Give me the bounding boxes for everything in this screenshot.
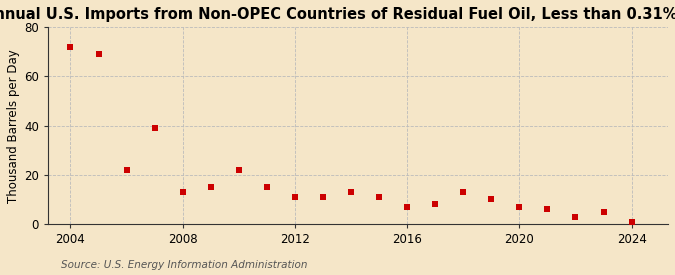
Point	[234, 168, 244, 172]
Point	[430, 202, 441, 207]
Point	[317, 195, 328, 199]
Point	[149, 126, 160, 130]
Point	[486, 197, 497, 202]
Text: Source: U.S. Energy Information Administration: Source: U.S. Energy Information Administ…	[61, 260, 307, 270]
Point	[65, 45, 76, 49]
Point	[178, 190, 188, 194]
Point	[626, 219, 637, 224]
Point	[542, 207, 553, 211]
Point	[261, 185, 272, 189]
Title: Annual U.S. Imports from Non-OPEC Countries of Residual Fuel Oil, Less than 0.31: Annual U.S. Imports from Non-OPEC Countr…	[0, 7, 675, 22]
Point	[290, 195, 300, 199]
Point	[122, 168, 132, 172]
Point	[205, 185, 216, 189]
Point	[514, 205, 524, 209]
Point	[374, 195, 385, 199]
Point	[346, 190, 356, 194]
Point	[402, 205, 412, 209]
Point	[570, 214, 581, 219]
Point	[93, 52, 104, 57]
Y-axis label: Thousand Barrels per Day: Thousand Barrels per Day	[7, 49, 20, 202]
Point	[458, 190, 468, 194]
Point	[598, 210, 609, 214]
